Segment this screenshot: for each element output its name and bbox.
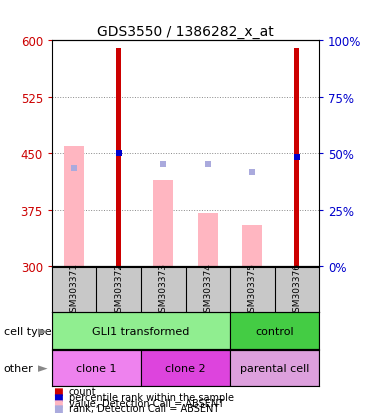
- Bar: [64, 146, 84, 266]
- Text: ■: ■: [53, 386, 62, 396]
- Text: ►: ►: [38, 324, 47, 337]
- Text: rank, Detection Call = ABSENT: rank, Detection Call = ABSENT: [69, 404, 219, 413]
- Text: other: other: [4, 363, 33, 373]
- Text: percentile rank within the sample: percentile rank within the sample: [69, 392, 234, 402]
- Bar: [230, 350, 319, 386]
- Text: GSM303374: GSM303374: [203, 262, 212, 317]
- Text: count: count: [69, 386, 96, 396]
- Text: clone 1: clone 1: [76, 363, 117, 373]
- Bar: [153, 180, 173, 266]
- Text: control: control: [255, 326, 294, 336]
- Text: ■: ■: [53, 398, 62, 408]
- Text: GSM303372: GSM303372: [114, 262, 123, 317]
- Bar: [230, 313, 319, 349]
- Text: GSM303376: GSM303376: [292, 262, 301, 317]
- Text: cell type: cell type: [4, 326, 51, 336]
- Text: ►: ►: [38, 361, 47, 375]
- Text: GSM303373: GSM303373: [159, 262, 168, 317]
- Text: GSM303371: GSM303371: [70, 262, 79, 317]
- Text: clone 2: clone 2: [165, 363, 206, 373]
- Text: ■: ■: [53, 392, 62, 402]
- Text: ■: ■: [53, 404, 62, 413]
- Text: value, Detection Call = ABSENT: value, Detection Call = ABSENT: [69, 398, 224, 408]
- Bar: [198, 214, 218, 266]
- Bar: [52, 313, 230, 349]
- Bar: [242, 225, 262, 266]
- Text: GLI1 transformed: GLI1 transformed: [92, 326, 190, 336]
- Text: GSM303375: GSM303375: [248, 262, 257, 317]
- Text: parental cell: parental cell: [240, 363, 309, 373]
- Bar: [141, 350, 230, 386]
- Title: GDS3550 / 1386282_x_at: GDS3550 / 1386282_x_at: [97, 25, 274, 39]
- Bar: [294, 49, 299, 266]
- Bar: [52, 350, 141, 386]
- Bar: [116, 49, 121, 266]
